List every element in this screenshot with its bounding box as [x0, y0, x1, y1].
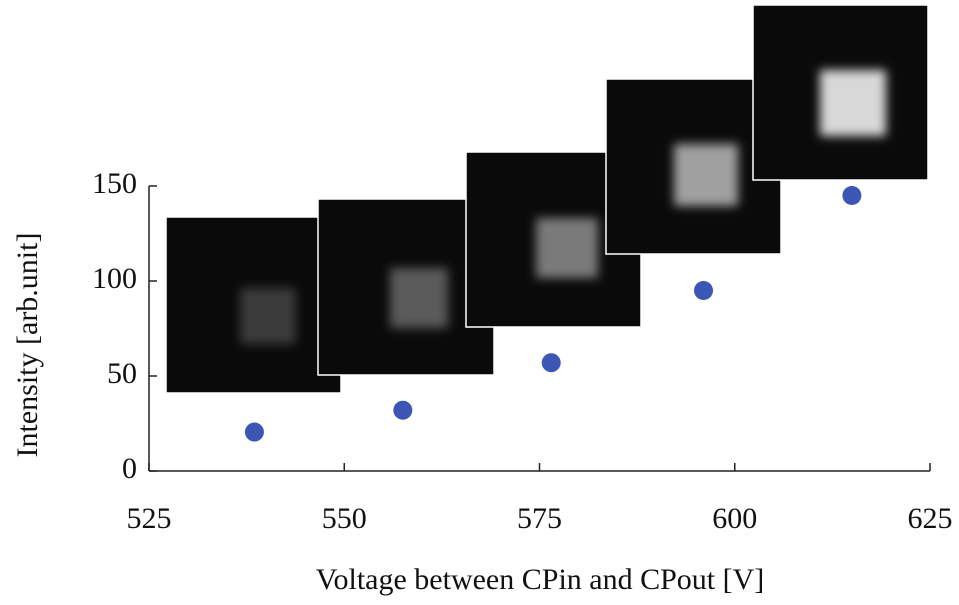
y-tick-label: 0	[122, 452, 137, 485]
x-tick-label: 625	[908, 502, 953, 535]
x-tick-label: 575	[517, 502, 562, 535]
beam-spot	[674, 144, 738, 206]
y-tick-label: 100	[92, 262, 137, 295]
beam-spot	[390, 268, 448, 328]
data-point	[694, 281, 714, 300]
beam-spot	[820, 70, 886, 136]
y-tick-label: 150	[92, 167, 137, 200]
y-axis-label: Intensity [arb.unit]	[11, 233, 44, 458]
x-tick-label: 550	[322, 502, 367, 535]
data-point	[393, 400, 413, 420]
beam-spot	[240, 288, 296, 344]
data-point	[842, 186, 862, 205]
data-point	[244, 422, 264, 442]
data-point	[541, 353, 561, 373]
x-tick-label: 525	[127, 502, 172, 535]
x-axis-label: Voltage between CPin and CPout [V]	[316, 563, 765, 596]
beam-spot	[536, 218, 598, 278]
beam-images	[165, 4, 929, 394]
x-tick-label: 600	[712, 502, 757, 535]
y-tick-label: 50	[107, 357, 137, 390]
